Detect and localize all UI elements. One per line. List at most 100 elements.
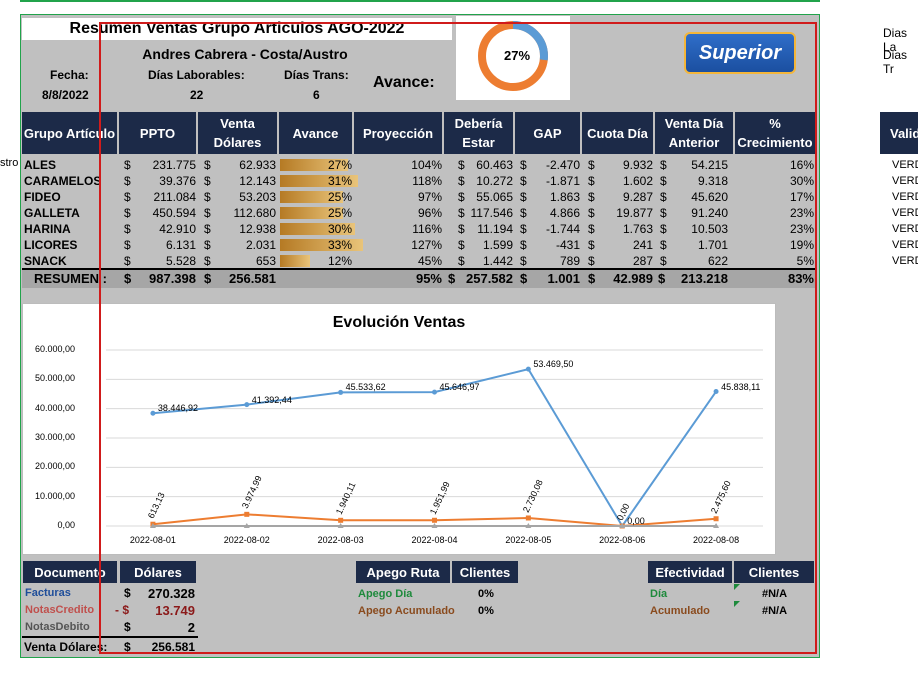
side-verd-cell: VERD xyxy=(892,191,918,203)
x-tick-label: 2022-08-08 xyxy=(693,535,740,545)
currency-sign: $ xyxy=(124,254,131,268)
grupo-cell: GALLETA xyxy=(24,206,80,220)
data-label: 3.974,99 xyxy=(239,474,264,511)
grupo-cell: SNACK xyxy=(24,254,67,268)
gap-cell: -431 xyxy=(555,238,580,252)
currency-sign: $ xyxy=(458,222,465,236)
grupo-cell: LICORES xyxy=(24,238,78,252)
avance-bar xyxy=(280,223,355,235)
table-header-cell: GAP xyxy=(515,112,581,154)
venta-dia-anterior-cell: 622 xyxy=(707,254,728,268)
data-point xyxy=(244,511,250,517)
y-tick-label: 40.000,00 xyxy=(34,402,75,413)
documento-value: 2 xyxy=(187,620,195,635)
documento-divider xyxy=(22,636,198,638)
currency-sign: $ xyxy=(124,158,131,172)
deberia-estar-cell: 55.065 xyxy=(476,190,513,204)
currency-sign: $ xyxy=(588,238,595,252)
y-tick-label: 20.000,00 xyxy=(34,461,75,472)
venta-dia-anterior-cell: 1.701 xyxy=(697,238,728,252)
deberia-estar-cell: 1.599 xyxy=(482,238,513,252)
superior-logo: Superior xyxy=(684,32,796,74)
logo-text: Superior xyxy=(698,41,782,64)
venta-cell: 2.031 xyxy=(245,238,276,252)
y-tick-label: 10.000,00 xyxy=(34,490,75,501)
data-point xyxy=(243,523,250,528)
dias-trans-value: 6 xyxy=(313,88,320,102)
cuota-dia-cell: 287 xyxy=(632,254,653,268)
currency-sign: $ xyxy=(204,206,211,220)
table-header-cell: Avance xyxy=(279,112,353,154)
fecha-label: Fecha: xyxy=(50,68,89,82)
cuota-dia-cell: 19.877 xyxy=(616,206,653,220)
y-tick-label: 30.000,00 xyxy=(34,432,75,442)
table-row: HARINA $42.910 $12.938 30% 116% $11.194 $ -1.74… xyxy=(22,221,816,237)
crecimiento-cell: 30% xyxy=(789,174,814,188)
currency-sign: $ xyxy=(588,222,595,236)
venta-cell: 62.933 xyxy=(239,158,276,172)
data-point xyxy=(619,523,626,528)
avance-cell: 27% xyxy=(327,158,352,172)
venta-dolares-sign: $ xyxy=(124,640,131,654)
data-point xyxy=(149,523,156,528)
currency-sign: $ xyxy=(520,158,527,172)
venta-dolares-value: 256.581 xyxy=(151,640,195,654)
chart-container: Evolución Ventas 0,00 10.000,00 20.000,00 3… xyxy=(22,303,776,555)
crecimiento-cell: 5% xyxy=(796,254,814,268)
dolares-header: Dólares xyxy=(120,561,196,583)
apego-acumulado-label: Apego Acumulado xyxy=(358,605,455,617)
currency-sign: $ xyxy=(448,271,456,286)
summary-venta-dia-anterior: 213.218 xyxy=(681,271,728,286)
table-row: SNACK $5.528 $653 12% 45% $1.442 $789 $287 $622 5… xyxy=(22,253,816,269)
grupo-cell: CARAMELOS xyxy=(24,174,102,188)
data-label: 45.838,11 xyxy=(721,381,761,392)
currency-sign: $ xyxy=(204,254,211,268)
documento-row: Facturas $270.328 xyxy=(23,586,198,602)
currency-sign: $ xyxy=(124,206,131,220)
currency-sign: $ xyxy=(660,222,667,236)
efectividad-acumulado-value: #N/A xyxy=(762,605,788,617)
currency-sign: $ xyxy=(204,190,211,204)
proyeccion-cell: 116% xyxy=(412,222,442,236)
grupo-cell: HARINA xyxy=(24,222,71,236)
efectividad-header: Efectividad xyxy=(648,561,732,583)
table-header-cell: Venta Dólares xyxy=(198,112,278,154)
cuota-dia-cell: 9.932 xyxy=(622,158,653,172)
documento-row: NotasCredito - $ 13.749 xyxy=(23,603,198,619)
summary-deberia-estar: 257.582 xyxy=(466,271,513,286)
donut-progress xyxy=(478,21,548,91)
currency-sign: $ xyxy=(520,271,528,286)
data-point xyxy=(431,523,438,528)
table-row: GALLETA $450.594 $112.680 25% 96% $117.546 $4.… xyxy=(22,205,816,221)
documento-sign: $ xyxy=(124,620,131,634)
summary-gap: 1.001 xyxy=(547,271,580,286)
currency-sign: $ xyxy=(204,174,211,188)
data-point xyxy=(713,389,719,395)
proyeccion-cell: 96% xyxy=(417,206,442,220)
table-row: FIDEO $211.084 $53.203 25% 97% $55.065 $1.863 $… xyxy=(22,189,816,205)
cuota-dia-cell: 241 xyxy=(632,238,653,252)
currency-sign: $ xyxy=(458,238,465,252)
dias-trans-label: Días Trans: xyxy=(284,68,349,82)
deberia-estar-cell: 10.272 xyxy=(476,174,513,188)
top-border xyxy=(20,0,820,2)
summary-venta: 256.581 xyxy=(229,271,276,286)
data-point xyxy=(338,389,344,395)
avance-cell: 30% xyxy=(327,222,352,236)
table-header-cell: Debería Estar xyxy=(444,112,514,154)
table-header-cell: Proyección xyxy=(354,112,443,154)
currency-sign: $ xyxy=(658,271,666,286)
gap-cell: -1.871 xyxy=(545,174,580,188)
data-point xyxy=(338,517,344,523)
data-label: 613,13 xyxy=(145,491,167,521)
currency-sign: $ xyxy=(458,254,465,268)
y-tick-label: 50.000,00 xyxy=(34,373,75,384)
data-label: 38.446,92 xyxy=(157,403,198,414)
x-tick-label: 2022-08-06 xyxy=(599,535,646,545)
side-verd-cell: VERD xyxy=(892,255,918,267)
x-tick-label: 2022-08-03 xyxy=(317,535,364,545)
data-label: 53.469,50 xyxy=(533,359,574,370)
data-point xyxy=(713,523,720,528)
gap-cell: 4.866 xyxy=(549,206,580,220)
y-tick-label: 60.000,00 xyxy=(34,344,75,354)
